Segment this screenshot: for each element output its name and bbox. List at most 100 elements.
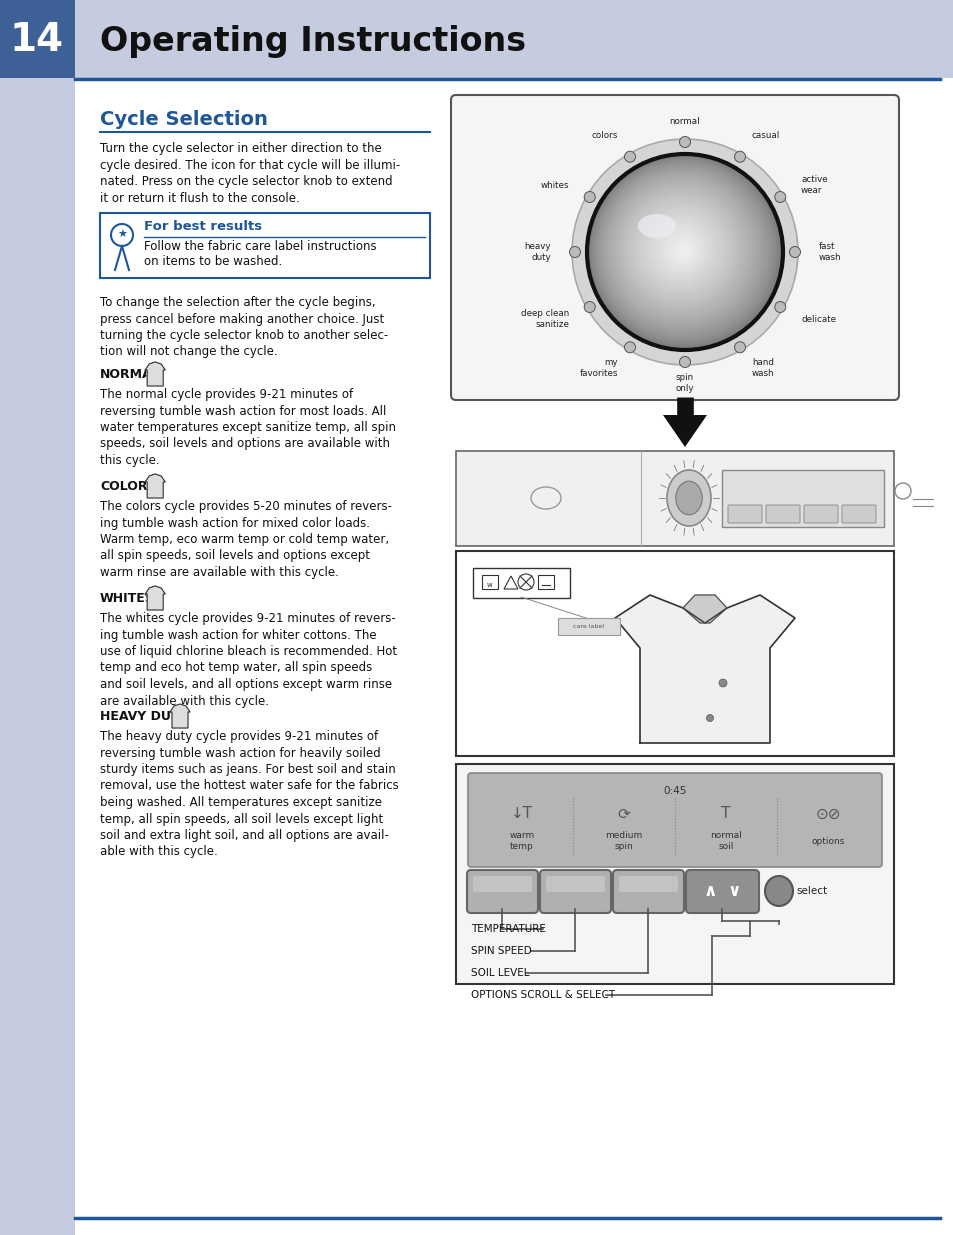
Circle shape bbox=[682, 249, 686, 253]
Circle shape bbox=[666, 235, 698, 266]
Text: ing tumble wash action for whiter cottons. The: ing tumble wash action for whiter cotton… bbox=[100, 629, 376, 641]
Circle shape bbox=[583, 191, 595, 203]
Text: delicate: delicate bbox=[801, 315, 835, 324]
Circle shape bbox=[610, 179, 751, 320]
FancyBboxPatch shape bbox=[841, 505, 875, 522]
Text: Warm temp, eco warm temp or cold temp water,: Warm temp, eco warm temp or cold temp wa… bbox=[100, 534, 389, 546]
Text: being washed. All temperatures except sanitize: being washed. All temperatures except sa… bbox=[100, 797, 381, 809]
Text: ∧: ∧ bbox=[702, 882, 716, 900]
FancyBboxPatch shape bbox=[468, 773, 882, 867]
Circle shape bbox=[569, 247, 579, 258]
FancyBboxPatch shape bbox=[467, 869, 537, 913]
Circle shape bbox=[612, 180, 749, 317]
Circle shape bbox=[618, 186, 743, 311]
Circle shape bbox=[659, 228, 702, 270]
Circle shape bbox=[668, 237, 696, 264]
Bar bbox=[0, 0, 75, 1235]
Circle shape bbox=[706, 715, 713, 721]
FancyBboxPatch shape bbox=[618, 876, 678, 892]
Circle shape bbox=[664, 232, 700, 268]
Circle shape bbox=[662, 230, 701, 269]
Text: temp and eco hot temp water, all spin speeds: temp and eco hot temp water, all spin sp… bbox=[100, 662, 372, 674]
Text: HEAVY DUTY: HEAVY DUTY bbox=[100, 710, 189, 722]
Text: spin
only: spin only bbox=[675, 373, 694, 393]
Circle shape bbox=[649, 217, 712, 280]
Polygon shape bbox=[170, 704, 190, 727]
Text: medium
spin: medium spin bbox=[605, 831, 642, 851]
Text: Turn the cycle selector in either direction to the: Turn the cycle selector in either direct… bbox=[100, 142, 381, 156]
Circle shape bbox=[635, 204, 725, 294]
Circle shape bbox=[586, 154, 782, 350]
Text: The normal cycle provides 9-21 minutes of: The normal cycle provides 9-21 minutes o… bbox=[100, 388, 353, 401]
Ellipse shape bbox=[764, 876, 792, 906]
Circle shape bbox=[679, 137, 690, 147]
Circle shape bbox=[625, 194, 735, 304]
Polygon shape bbox=[145, 474, 165, 498]
Circle shape bbox=[598, 165, 766, 335]
Text: select: select bbox=[795, 885, 826, 897]
Text: For best results: For best results bbox=[144, 220, 262, 233]
FancyBboxPatch shape bbox=[727, 505, 761, 522]
FancyBboxPatch shape bbox=[803, 505, 837, 522]
FancyBboxPatch shape bbox=[685, 869, 759, 913]
Text: press cancel before making another choice. Just: press cancel before making another choic… bbox=[100, 312, 384, 326]
Text: normal: normal bbox=[669, 116, 700, 126]
Circle shape bbox=[656, 224, 706, 274]
Circle shape bbox=[637, 205, 723, 291]
Circle shape bbox=[619, 188, 740, 309]
Bar bbox=[0, 0, 953, 78]
Text: reversing tumble wash action for heavily soiled: reversing tumble wash action for heavily… bbox=[100, 746, 380, 760]
FancyBboxPatch shape bbox=[473, 876, 532, 892]
Circle shape bbox=[624, 342, 635, 353]
Text: removal, use the hottest water safe for the fabrics: removal, use the hottest water safe for … bbox=[100, 779, 398, 793]
Circle shape bbox=[678, 246, 689, 257]
Text: To change the selection after the cycle begins,: To change the selection after the cycle … bbox=[100, 296, 375, 309]
Text: The colors cycle provides 5-20 minutes of revers-: The colors cycle provides 5-20 minutes o… bbox=[100, 500, 392, 513]
Text: The heavy duty cycle provides 9-21 minutes of: The heavy duty cycle provides 9-21 minut… bbox=[100, 730, 377, 743]
Text: all spin speeds, soil levels and options except: all spin speeds, soil levels and options… bbox=[100, 550, 370, 562]
Text: NORMAL: NORMAL bbox=[100, 368, 160, 382]
Circle shape bbox=[675, 243, 691, 259]
FancyBboxPatch shape bbox=[451, 95, 898, 400]
FancyBboxPatch shape bbox=[456, 451, 893, 546]
Circle shape bbox=[583, 301, 595, 312]
Circle shape bbox=[671, 238, 694, 262]
Circle shape bbox=[643, 211, 718, 285]
Text: normal
soil: normal soil bbox=[709, 831, 741, 851]
Text: turning the cycle selector knob to another selec-: turning the cycle selector knob to anoth… bbox=[100, 329, 388, 342]
Circle shape bbox=[651, 220, 710, 278]
Text: Follow the fabric care label instructions: Follow the fabric care label instruction… bbox=[144, 240, 376, 253]
Text: warm rinse are available with this cycle.: warm rinse are available with this cycle… bbox=[100, 566, 338, 579]
Circle shape bbox=[673, 241, 693, 261]
Text: ing tumble wash action for mixed color loads.: ing tumble wash action for mixed color l… bbox=[100, 516, 370, 530]
Text: fast
wash: fast wash bbox=[818, 242, 841, 262]
Text: ∨: ∨ bbox=[726, 882, 740, 900]
Bar bbox=[0, 0, 75, 78]
Circle shape bbox=[629, 198, 731, 299]
Circle shape bbox=[679, 247, 687, 256]
Polygon shape bbox=[145, 362, 165, 387]
Circle shape bbox=[595, 163, 771, 338]
Circle shape bbox=[614, 182, 747, 315]
Circle shape bbox=[719, 679, 726, 687]
Circle shape bbox=[789, 247, 800, 258]
Ellipse shape bbox=[666, 471, 710, 526]
Polygon shape bbox=[662, 415, 706, 447]
Text: 0:45: 0:45 bbox=[662, 785, 686, 797]
Text: options: options bbox=[810, 836, 843, 846]
Text: Cycle Selection: Cycle Selection bbox=[100, 110, 268, 128]
Text: SOIL LEVEL: SOIL LEVEL bbox=[471, 968, 529, 978]
Circle shape bbox=[597, 164, 768, 337]
Circle shape bbox=[588, 156, 780, 348]
Circle shape bbox=[645, 214, 716, 284]
Ellipse shape bbox=[675, 482, 701, 515]
Text: colors: colors bbox=[591, 131, 618, 141]
Circle shape bbox=[603, 172, 760, 329]
FancyBboxPatch shape bbox=[456, 551, 893, 756]
Circle shape bbox=[608, 177, 753, 321]
Text: active
wear: active wear bbox=[801, 175, 827, 195]
Text: TEMPERATURE: TEMPERATURE bbox=[471, 924, 545, 934]
Text: cycle desired. The icon for that cycle will be illumi-: cycle desired. The icon for that cycle w… bbox=[100, 158, 400, 172]
Text: heavy
duty: heavy duty bbox=[524, 242, 551, 262]
Circle shape bbox=[627, 195, 733, 301]
